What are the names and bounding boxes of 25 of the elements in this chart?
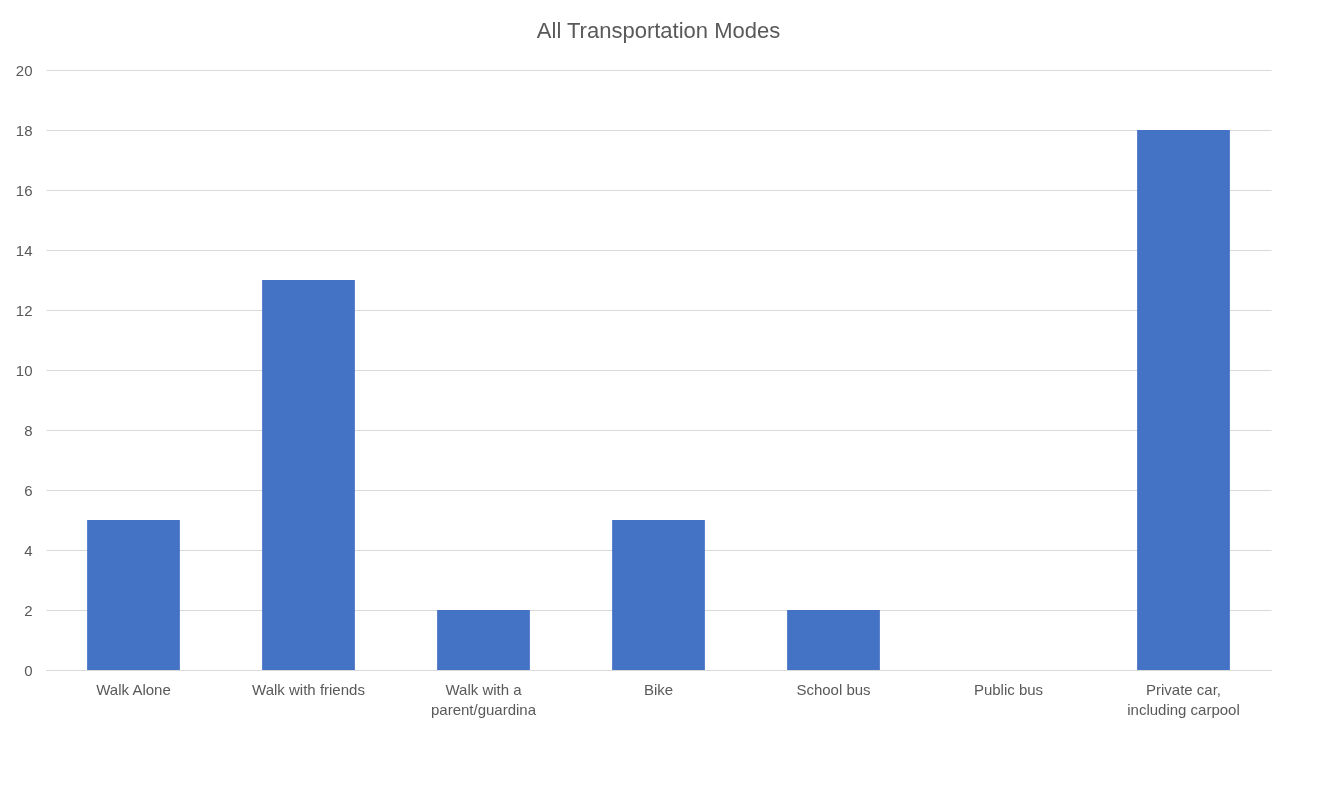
y-tick-label: 2: [24, 601, 33, 619]
x-tick-label: Private car, including carpool: [1127, 680, 1240, 718]
x-tick-label: School bus: [796, 680, 871, 698]
x-tick-label: Walk with a parent/guardina: [430, 680, 537, 718]
chart-title: All Transportation Modes: [536, 18, 781, 43]
bar: [612, 520, 705, 670]
y-tick-label: 20: [15, 61, 33, 79]
x-tick-label: Public bus: [973, 680, 1044, 698]
y-tick-label: 10: [15, 361, 33, 379]
bar: [1137, 130, 1230, 670]
y-tick-label: 6: [24, 481, 33, 499]
bar: [262, 280, 355, 670]
y-tick-label: 16: [15, 181, 33, 199]
y-tick-label: 8: [24, 421, 33, 439]
bar: [87, 520, 180, 670]
bar: [787, 610, 880, 670]
y-tick-label: 14: [15, 241, 33, 259]
x-tick-label: Bike: [643, 680, 674, 698]
y-tick-label: 12: [15, 301, 33, 319]
x-tick-label: Walk with friends: [252, 680, 365, 698]
x-tick-label: Walk Alone: [96, 680, 171, 698]
bar: [437, 610, 530, 670]
y-tick-label: 18: [15, 121, 33, 139]
y-tick-label: 4: [24, 541, 33, 559]
y-tick-label: 0: [24, 661, 33, 679]
